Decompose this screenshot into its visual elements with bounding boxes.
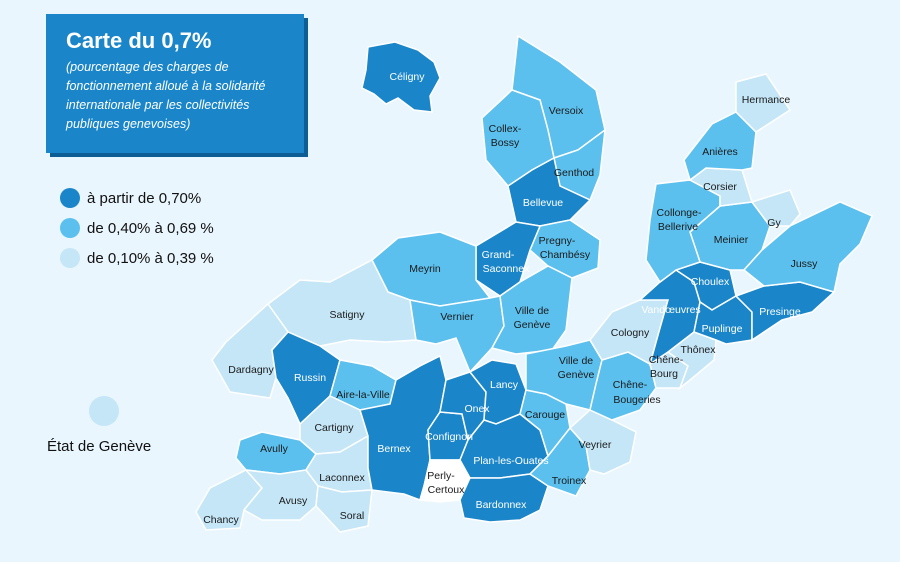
label-th-nex: Thônex — [680, 344, 716, 356]
label-lancy: Lancy — [490, 379, 519, 391]
label-presinge: Presinge — [759, 306, 801, 318]
label-collonge-bellerive: Collonge- — [657, 207, 702, 219]
label-ville-de-gen-ve: Ville de — [559, 355, 593, 367]
legend-item-mid: de 0,40% à 0,69 % — [60, 213, 214, 243]
label-versoix: Versoix — [549, 105, 584, 117]
region-soral — [315, 485, 373, 533]
label-aire-la-ville: Aire-la-Ville — [336, 389, 390, 401]
label-bernex: Bernex — [377, 443, 411, 455]
label-ch-ne-bougeries: Bougeries — [613, 394, 660, 406]
legend-item-low: de 0,10% à 0,39 % — [60, 243, 214, 273]
label-vernier: Vernier — [440, 311, 474, 323]
label-confignon: Confignon — [425, 431, 473, 443]
label-cartigny: Cartigny — [314, 422, 354, 434]
label-hermance: Hermance — [742, 94, 791, 106]
region-jussy — [742, 201, 873, 293]
legend-item-high: à partir de 0,70% — [60, 183, 214, 213]
label-avusy: Avusy — [279, 495, 308, 507]
label-choulex: Choulex — [691, 276, 730, 288]
region-hermance — [735, 73, 792, 133]
label-ville-de-gen-ve: Ville de — [515, 305, 549, 317]
label-ch-ne-bourg: Chêne- — [649, 354, 684, 366]
label-pregny-chamb-sy: Chambésy — [540, 249, 591, 261]
label-pregny-chamb-sy: Pregny- — [539, 235, 576, 247]
label-c-ligny: Céligny — [389, 71, 425, 83]
region-pregny — [529, 219, 601, 279]
label-perly-certoux: Certoux — [428, 484, 466, 496]
legend-dot-high — [60, 188, 80, 208]
region-gy — [750, 189, 801, 227]
label-collex-bossy: Bossy — [491, 137, 520, 149]
map-title: Carte du 0,7% — [66, 28, 212, 53]
label-ani-res: Anières — [702, 146, 738, 158]
label-dardagny: Dardagny — [228, 364, 274, 376]
label-ch-ne-bourg: Bourg — [650, 368, 678, 380]
region-avusy — [242, 469, 319, 521]
label-grand-saconnex: Grand- — [482, 249, 515, 261]
label-corsier: Corsier — [703, 181, 737, 193]
label-laconnex: Laconnex — [319, 472, 365, 484]
legend-label-low: de 0,10% à 0,39 % — [87, 249, 214, 267]
label-perly-certoux: Perly- — [427, 470, 455, 482]
legend-dot-mid — [60, 218, 80, 238]
label-carouge: Carouge — [525, 409, 565, 421]
legend-label-mid: de 0,40% à 0,69 % — [87, 219, 214, 237]
state-circle — [89, 396, 119, 426]
region-grand-saconnex — [475, 221, 542, 297]
label-jussy: Jussy — [791, 258, 819, 270]
label-avully: Avully — [260, 443, 289, 455]
legend-label-high: à partir de 0,70% — [87, 189, 202, 207]
municipality-labels: Céligny Versoix Collex- Bossy Genthod Bellevu… — [203, 71, 818, 526]
region-celigny — [361, 41, 441, 113]
map-subtitle: (pourcentage des charges de fonctionneme… — [66, 60, 266, 131]
legend: à partir de 0,70% de 0,40% à 0,69 % de 0… — [60, 183, 214, 273]
label-bellevue: Bellevue — [523, 197, 563, 209]
label-puplinge: Puplinge — [702, 323, 743, 335]
state-label: État de Genève — [47, 438, 152, 455]
label-genthod: Genthod — [554, 167, 594, 179]
label-cologny: Cologny — [611, 327, 650, 339]
title-box: Carte du 0,7% (pourcentage des charges d… — [46, 14, 304, 153]
label-ville-de-gen-ve: Genève — [558, 369, 595, 381]
label-meinier: Meinier — [714, 234, 749, 246]
label-troinex: Troinex — [552, 475, 587, 487]
label-bardonnex: Bardonnex — [476, 499, 528, 511]
label-collonge-bellerive: Bellerive — [658, 221, 698, 233]
label-meyrin: Meyrin — [409, 263, 441, 275]
region-anieres — [683, 111, 757, 182]
label-satigny: Satigny — [329, 309, 365, 321]
label-ch-ne-bougeries: Chêne- — [613, 379, 648, 391]
label-collex-bossy: Collex- — [489, 123, 522, 135]
label-onex: Onex — [464, 403, 490, 415]
label-chancy: Chancy — [203, 514, 239, 526]
label-soral: Soral — [340, 510, 365, 522]
label-grand-saconnex: Saconnex — [483, 263, 530, 275]
legend-dot-low — [60, 248, 80, 268]
label-plan-les-ouates: Plan-les-Ouates — [473, 455, 548, 467]
label-vand-uvres: Vandœuvres — [641, 304, 700, 316]
region-bardonnex — [459, 473, 549, 523]
label-veyrier: Veyrier — [579, 439, 612, 451]
label-ville-de-gen-ve: Genève — [514, 319, 551, 331]
label-russin: Russin — [294, 372, 326, 384]
label-gy: Gy — [767, 217, 781, 229]
